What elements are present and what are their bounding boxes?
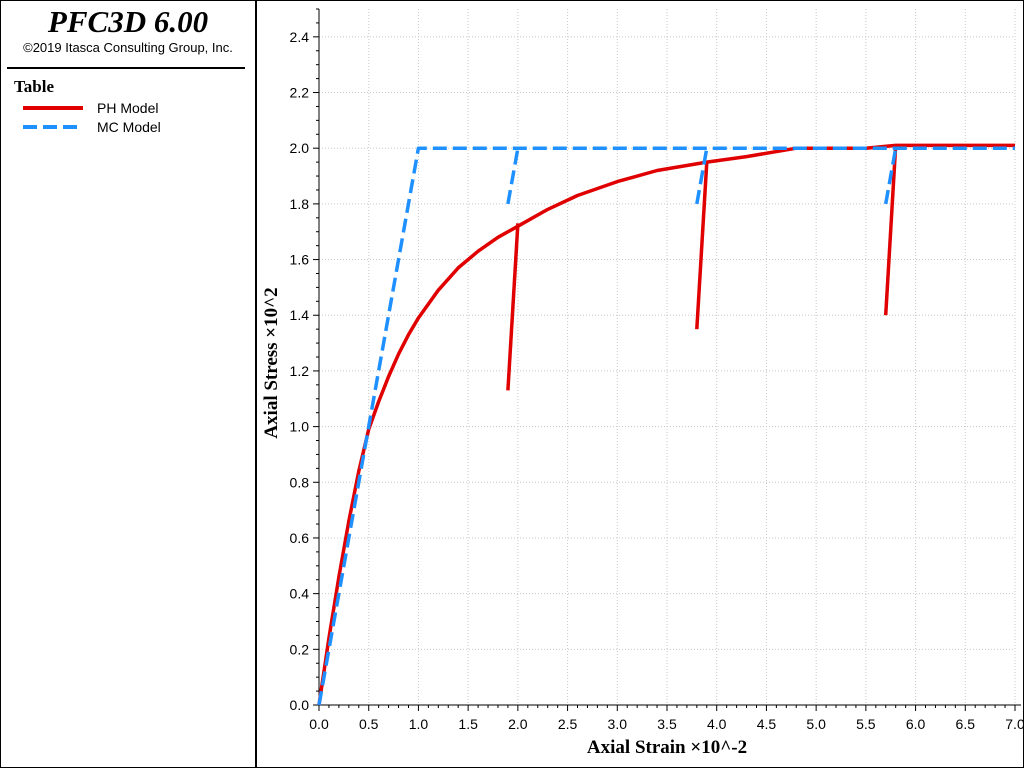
side-panel: PFC3D 6.00 ©2019 Itasca Consulting Group… <box>1 1 257 767</box>
x-tick-label: 7.0 <box>1005 716 1023 732</box>
x-tick-label: 0.5 <box>359 716 379 732</box>
grid <box>319 9 1016 705</box>
copyright-text: ©2019 Itasca Consulting Group, Inc. <box>23 40 233 55</box>
x-tick-label: 1.0 <box>409 716 429 732</box>
series-line-segment <box>883 145 898 316</box>
x-tick-label: 0.0 <box>309 716 329 732</box>
series-line-segment <box>506 147 520 205</box>
series-line-segment <box>695 161 709 330</box>
legend-line-ph-icon <box>23 106 83 110</box>
x-axis-label: Axial Strain ×10^-2 <box>587 737 747 758</box>
app-title: PFC3D 6.00 <box>47 4 209 39</box>
legend-label-mc: MC Model <box>97 119 161 135</box>
x-tick-label: 3.5 <box>657 716 677 732</box>
x-tick-label: 2.0 <box>508 716 528 732</box>
y-tick-label: 2.4 <box>290 29 310 45</box>
y-tick-label: 0.8 <box>290 474 310 490</box>
x-tick-label: 6.0 <box>906 716 926 732</box>
divider <box>7 67 245 69</box>
x-tick-label: 4.0 <box>707 716 727 732</box>
x-tick-label: 5.0 <box>806 716 826 732</box>
x-tick-label: 2.5 <box>558 716 578 732</box>
y-tick-label: 2.0 <box>290 140 310 156</box>
y-tick-label: 1.2 <box>290 363 310 379</box>
x-tick-label: 6.5 <box>956 716 976 732</box>
y-tick-label: 2.2 <box>290 85 310 101</box>
x-tick-label: 3.0 <box>608 716 628 732</box>
y-tick-label: 0.6 <box>290 530 310 546</box>
y-axis-label: Axial Stress ×10^2 <box>261 287 282 438</box>
y-tick-label: 1.8 <box>290 196 310 212</box>
y-tick-label: 0.4 <box>290 586 310 602</box>
series-line-segment <box>695 147 709 205</box>
series <box>317 143 1015 706</box>
x-tick-label: 5.5 <box>856 716 876 732</box>
y-tick-label: 0.0 <box>290 697 310 713</box>
series-line-segment <box>317 146 1015 706</box>
legend-line-mc-icon <box>23 125 83 129</box>
chart-area: 0.0 0.2 0.4 0.6 0.8 1.0 1.2 1.4 1.6 1.8 2.0 2.2 2.4 0… <box>261 8 1023 758</box>
axes: 0.0 0.2 0.4 0.6 0.8 1.0 1.2 1.4 1.6 1.8 2.0 2.2 2.4 0… <box>290 8 1023 732</box>
x-tick-label: 1.5 <box>458 716 478 732</box>
series-mc-model <box>317 146 1015 706</box>
y-tick-label: 1.6 <box>290 252 310 268</box>
y-tick-label: 1.0 <box>290 419 310 435</box>
x-tick-label: 4.5 <box>757 716 777 732</box>
series-line-segment <box>506 223 520 391</box>
series-line-segment <box>883 147 898 205</box>
y-tick-label: 0.2 <box>290 641 310 657</box>
legend-title: Table <box>14 77 55 96</box>
legend-label-ph: PH Model <box>97 100 159 116</box>
y-tick-label: 1.4 <box>290 307 310 323</box>
